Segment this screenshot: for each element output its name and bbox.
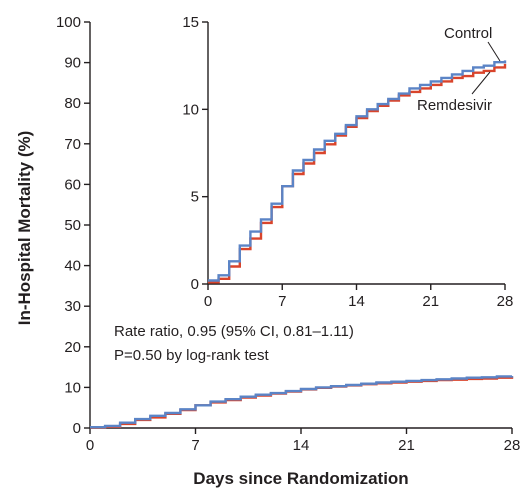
- inset-y-tick-label: 5: [191, 189, 199, 206]
- inset-x-tick-label: 0: [204, 293, 212, 310]
- main-x-tick-label: 28: [504, 437, 521, 454]
- inset-y-tick-label: 10: [182, 101, 199, 118]
- inset-x-tick-label: 7: [278, 293, 286, 310]
- main-y-tick-label: 40: [64, 258, 81, 275]
- main-x-ticks: 0 7 14 21 28: [86, 428, 521, 454]
- inset-x-ticks: 0 7 14 21 28: [204, 284, 514, 310]
- p-value-note: P=0.50 by log-rank test: [114, 347, 270, 364]
- legend-leader-remdesivir: [471, 71, 491, 95]
- main-series: [90, 375, 514, 429]
- x-axis-title: Days since Randomization: [193, 469, 408, 488]
- inset-y-tick-label: 0: [191, 276, 199, 293]
- inset-x-tick-label: 21: [422, 293, 439, 310]
- main-y-tick-label: 100: [56, 14, 81, 31]
- main-x-tick-label: 0: [86, 437, 94, 454]
- inset-x-tick-label: 14: [348, 293, 365, 310]
- legend-label-control: Control: [444, 25, 492, 42]
- y-axis-title: In-Hospital Mortality (%): [15, 131, 34, 326]
- main-y-tick-label: 0: [73, 420, 81, 437]
- inset-y-tick-label: 15: [182, 14, 199, 31]
- main-y-tick-label: 60: [64, 176, 81, 193]
- main-y-tick-label: 20: [64, 339, 81, 356]
- main-series-remdesivir: [90, 376, 514, 429]
- main-series-control: [90, 375, 514, 429]
- main-x-tick-label: 14: [293, 437, 310, 454]
- legend-label-remdesivir: Remdesivir: [417, 97, 492, 114]
- inset-y-ticks: 0 5 10 15: [182, 14, 208, 293]
- inset-x-tick-label: 28: [497, 293, 514, 310]
- inset-series: [208, 60, 507, 284]
- main-y-tick-label: 80: [64, 95, 81, 112]
- main-y-tick-label: 50: [64, 217, 81, 234]
- main-y-tick-label: 70: [64, 136, 81, 153]
- main-x-tick-label: 7: [191, 437, 199, 454]
- inset-series-control: [208, 60, 507, 282]
- main-y-ticks: 0 10 20 30 40 50 60 70 80 90 100: [56, 14, 90, 437]
- inset-plot: 0 5 10 15 0 7 14 21 28 Control Remdesivir: [182, 14, 513, 310]
- main-y-tick-label: 10: [64, 379, 81, 396]
- main-y-tick-label: 30: [64, 298, 81, 315]
- legend-leader-control: [487, 41, 501, 62]
- main-y-tick-label: 90: [64, 55, 81, 72]
- rate-ratio-note: Rate ratio, 0.95 (95% CI, 0.81–1.11): [114, 323, 354, 340]
- main-x-tick-label: 21: [398, 437, 415, 454]
